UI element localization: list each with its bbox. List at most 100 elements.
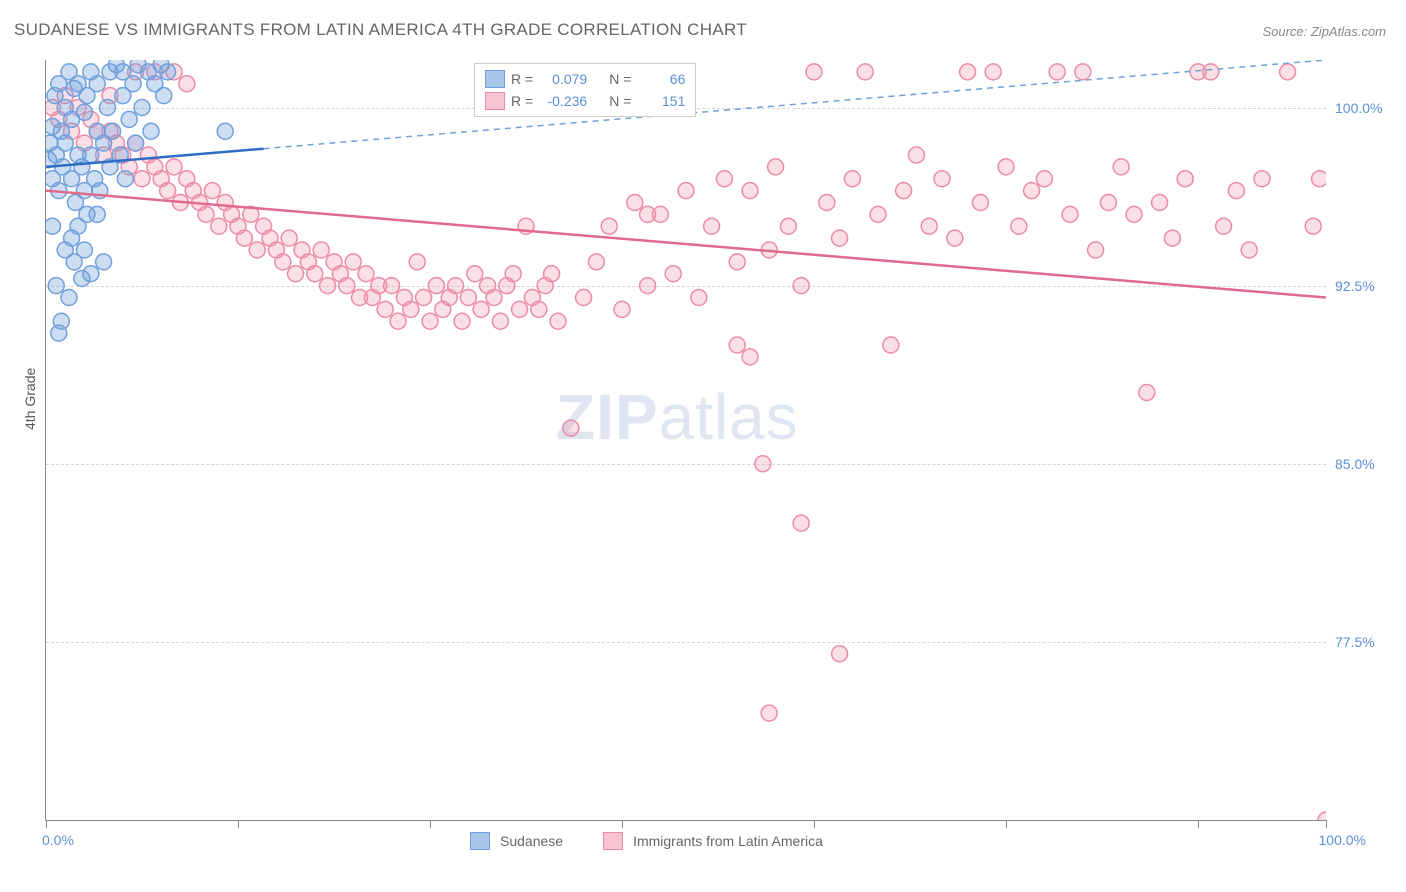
- data-point: [61, 290, 77, 306]
- data-point: [1113, 159, 1129, 175]
- data-point: [89, 76, 105, 92]
- data-point: [117, 171, 133, 187]
- data-point: [793, 515, 809, 531]
- x-tick: [622, 820, 623, 828]
- data-point: [166, 159, 182, 175]
- data-point: [729, 337, 745, 353]
- data-point: [550, 313, 566, 329]
- data-point: [588, 254, 604, 270]
- data-point: [473, 301, 489, 317]
- data-point: [358, 266, 374, 282]
- data-point: [1280, 64, 1296, 80]
- data-point: [761, 705, 777, 721]
- n-label: N =: [609, 71, 631, 87]
- x-tick: [430, 820, 431, 828]
- data-point: [972, 195, 988, 211]
- x-tick: [1326, 820, 1327, 828]
- n-value-sudanese: 66: [637, 71, 685, 87]
- data-point: [1254, 171, 1270, 187]
- data-point: [544, 266, 560, 282]
- data-point: [576, 290, 592, 306]
- data-point: [83, 147, 99, 163]
- data-point: [1024, 183, 1040, 199]
- data-point: [105, 123, 121, 139]
- data-point: [531, 301, 547, 317]
- data-point: [53, 313, 69, 329]
- data-point: [793, 278, 809, 294]
- y-tick-label: 77.5%: [1335, 634, 1375, 650]
- data-point: [57, 135, 73, 151]
- data-point: [998, 159, 1014, 175]
- n-label: N =: [609, 93, 631, 109]
- data-point: [678, 183, 694, 199]
- r-label: R =: [511, 71, 533, 87]
- data-point: [908, 147, 924, 163]
- data-point: [125, 76, 141, 92]
- data-point: [428, 278, 444, 294]
- x-tick-label-right: 100.0%: [1319, 832, 1366, 848]
- data-point: [1203, 64, 1219, 80]
- data-point: [832, 230, 848, 246]
- data-point: [403, 301, 419, 317]
- data-point: [448, 278, 464, 294]
- data-point: [99, 100, 115, 116]
- legend-label-sudanese: Sudanese: [500, 833, 563, 849]
- data-point: [281, 230, 297, 246]
- data-point: [57, 242, 73, 258]
- data-point: [313, 242, 329, 258]
- data-point: [1228, 183, 1244, 199]
- y-tick-label: 92.5%: [1335, 278, 1375, 294]
- data-point: [1139, 385, 1155, 401]
- x-tick-label-left: 0.0%: [42, 832, 74, 848]
- data-point: [883, 337, 899, 353]
- data-point: [1036, 171, 1052, 187]
- x-tick: [46, 820, 47, 828]
- data-point: [143, 123, 159, 139]
- data-point: [160, 64, 176, 80]
- data-point: [339, 278, 355, 294]
- data-point: [156, 88, 172, 104]
- data-point: [755, 456, 771, 472]
- data-point: [870, 206, 886, 222]
- data-point: [1075, 64, 1091, 80]
- data-point: [985, 64, 1001, 80]
- data-point: [806, 64, 822, 80]
- data-point: [275, 254, 291, 270]
- data-point: [742, 349, 758, 365]
- data-point: [46, 218, 60, 234]
- x-tick: [814, 820, 815, 828]
- data-point: [1126, 206, 1142, 222]
- data-point: [320, 278, 336, 294]
- scatter-svg: [46, 60, 1326, 820]
- series-legend: Sudanese Immigrants from Latin America: [470, 832, 823, 850]
- chart-title: SUDANESE VS IMMIGRANTS FROM LATIN AMERIC…: [14, 20, 747, 40]
- data-point: [467, 266, 483, 282]
- data-point: [236, 230, 252, 246]
- legend-row-latin: R = -0.236 N = 151: [485, 90, 685, 112]
- data-point: [249, 242, 265, 258]
- data-point: [390, 313, 406, 329]
- data-point: [409, 254, 425, 270]
- data-point: [307, 266, 323, 282]
- data-point: [422, 313, 438, 329]
- data-point: [832, 646, 848, 662]
- data-point: [198, 206, 214, 222]
- x-tick: [1198, 820, 1199, 828]
- data-point: [486, 290, 502, 306]
- data-point: [960, 64, 976, 80]
- data-point: [1241, 242, 1257, 258]
- data-point: [76, 104, 92, 120]
- legend-label-latin: Immigrants from Latin America: [633, 833, 823, 849]
- data-point: [492, 313, 508, 329]
- correlation-legend: R = 0.079 N = 66 R = -0.236 N = 151: [474, 63, 696, 117]
- data-point: [627, 195, 643, 211]
- data-point: [345, 254, 361, 270]
- data-point: [1318, 812, 1326, 820]
- data-point: [742, 183, 758, 199]
- data-point: [896, 183, 912, 199]
- swatch-latin: [485, 92, 505, 110]
- data-point: [844, 171, 860, 187]
- data-point: [1216, 218, 1232, 234]
- data-point: [1062, 206, 1078, 222]
- data-point: [729, 254, 745, 270]
